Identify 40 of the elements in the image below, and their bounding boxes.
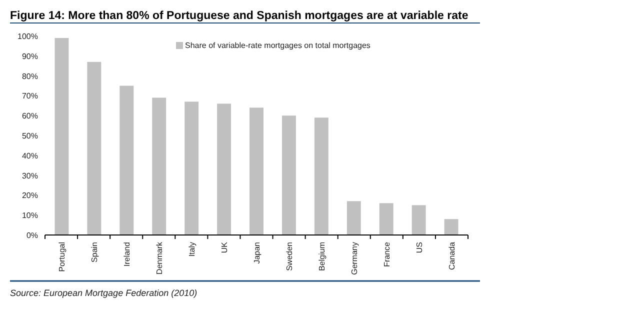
x-tick-label: Canada <box>447 241 456 270</box>
bar <box>120 86 134 235</box>
y-tick-label: 40% <box>22 151 38 160</box>
y-tick-label: 100% <box>18 32 38 41</box>
y-tick-label: 50% <box>22 132 38 140</box>
y-tick-label: 10% <box>22 211 38 220</box>
x-tick-label: Ireland <box>122 242 132 266</box>
bar <box>282 116 296 235</box>
y-tick-label: 30% <box>22 171 38 180</box>
y-tick-label: 20% <box>22 191 38 200</box>
bar <box>250 108 264 235</box>
x-tick-label: US <box>414 242 424 254</box>
y-tick-label: 80% <box>22 72 38 81</box>
source-note: Source: European Mortgage Federation (2010) <box>10 288 198 298</box>
x-tick-label: Portugal <box>58 242 67 272</box>
x-tick-label: Italy <box>188 242 197 257</box>
y-tick-label: 0% <box>26 231 38 240</box>
x-tick-label: Germany <box>350 242 359 275</box>
y-tick-label: 90% <box>22 52 38 61</box>
chart-title: Figure 14: More than 80% of Portuguese and Spanish mortgages are at variable rate <box>10 10 468 22</box>
bar <box>444 219 458 235</box>
x-tick-label: France <box>382 241 392 267</box>
legend-label: Share of variable-rate mortgages on total mortgages <box>185 41 370 50</box>
bar <box>379 203 394 235</box>
y-tick-label: 70% <box>22 92 38 101</box>
bar <box>87 62 102 235</box>
x-tick-label: Belgium <box>317 242 326 271</box>
bar <box>54 38 69 235</box>
x-tick-label: UK <box>220 241 230 254</box>
x-tick-label: Denmark <box>155 241 164 274</box>
x-tick-label: Spain <box>90 242 100 262</box>
bar <box>314 118 328 235</box>
bar <box>346 201 361 235</box>
bar <box>412 205 426 235</box>
bar <box>217 104 232 235</box>
x-tick-label: Sweden <box>284 242 294 271</box>
bar <box>152 98 166 235</box>
bar <box>184 102 199 235</box>
y-tick-label: 60% <box>22 112 38 121</box>
x-tick-label: Japan <box>252 242 262 264</box>
